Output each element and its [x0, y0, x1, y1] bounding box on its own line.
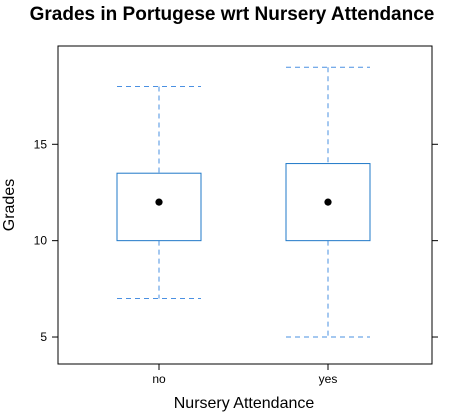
- y-axis-label: Grades: [1, 179, 18, 231]
- median-dot: [324, 198, 332, 206]
- y-tick-label: 15: [34, 137, 48, 151]
- x-axis-label: Nursery Attendance: [174, 395, 315, 412]
- x-tick-label: no: [152, 372, 166, 386]
- chart-title: Grades in Portugese wrt Nursery Attendan…: [30, 4, 435, 25]
- y-tick-label: 5: [40, 330, 47, 344]
- x-tick-label: yes: [319, 372, 338, 386]
- iqr-box: [116, 172, 202, 242]
- boxplot-yes: [285, 66, 371, 338]
- y-tick-label: 10: [34, 234, 48, 248]
- boxplot-no: [116, 85, 202, 299]
- y-axis: 5 10 15: [34, 137, 438, 344]
- median-dot: [155, 198, 163, 206]
- boxplots: [116, 66, 371, 338]
- x-axis: no yes: [152, 364, 337, 386]
- plot-frame: [57, 45, 433, 365]
